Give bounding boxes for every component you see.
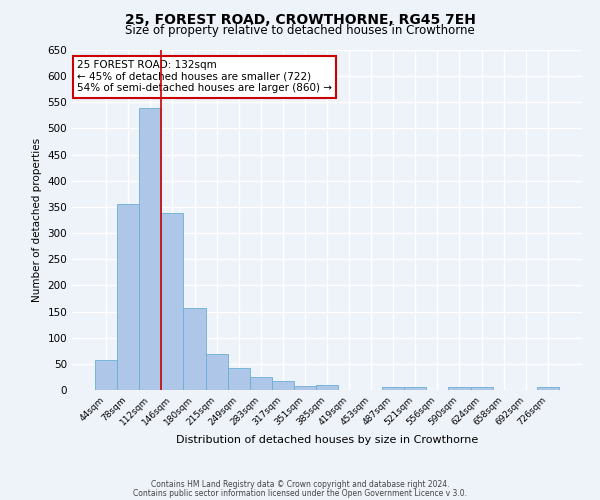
Text: 25 FOREST ROAD: 132sqm
← 45% of detached houses are smaller (722)
54% of semi-de: 25 FOREST ROAD: 132sqm ← 45% of detached… xyxy=(77,60,332,94)
Bar xyxy=(184,308,206,390)
Bar xyxy=(382,388,404,390)
Bar xyxy=(448,388,470,390)
Text: Contains public sector information licensed under the Open Government Licence v : Contains public sector information licen… xyxy=(133,488,467,498)
Bar xyxy=(272,380,294,390)
Bar xyxy=(404,388,427,390)
Bar xyxy=(139,108,161,390)
X-axis label: Distribution of detached houses by size in Crowthorne: Distribution of detached houses by size … xyxy=(176,436,478,446)
Bar xyxy=(294,386,316,390)
Bar xyxy=(250,377,272,390)
Text: 25, FOREST ROAD, CROWTHORNE, RG45 7EH: 25, FOREST ROAD, CROWTHORNE, RG45 7EH xyxy=(125,12,475,26)
Bar xyxy=(117,204,139,390)
Bar xyxy=(537,388,559,390)
Bar xyxy=(470,388,493,390)
Text: Size of property relative to detached houses in Crowthorne: Size of property relative to detached ho… xyxy=(125,24,475,37)
Bar xyxy=(316,385,338,390)
Y-axis label: Number of detached properties: Number of detached properties xyxy=(32,138,42,302)
Bar xyxy=(95,360,117,390)
Bar xyxy=(206,354,227,390)
Bar xyxy=(161,213,184,390)
Bar xyxy=(227,368,250,390)
Text: Contains HM Land Registry data © Crown copyright and database right 2024.: Contains HM Land Registry data © Crown c… xyxy=(151,480,449,489)
